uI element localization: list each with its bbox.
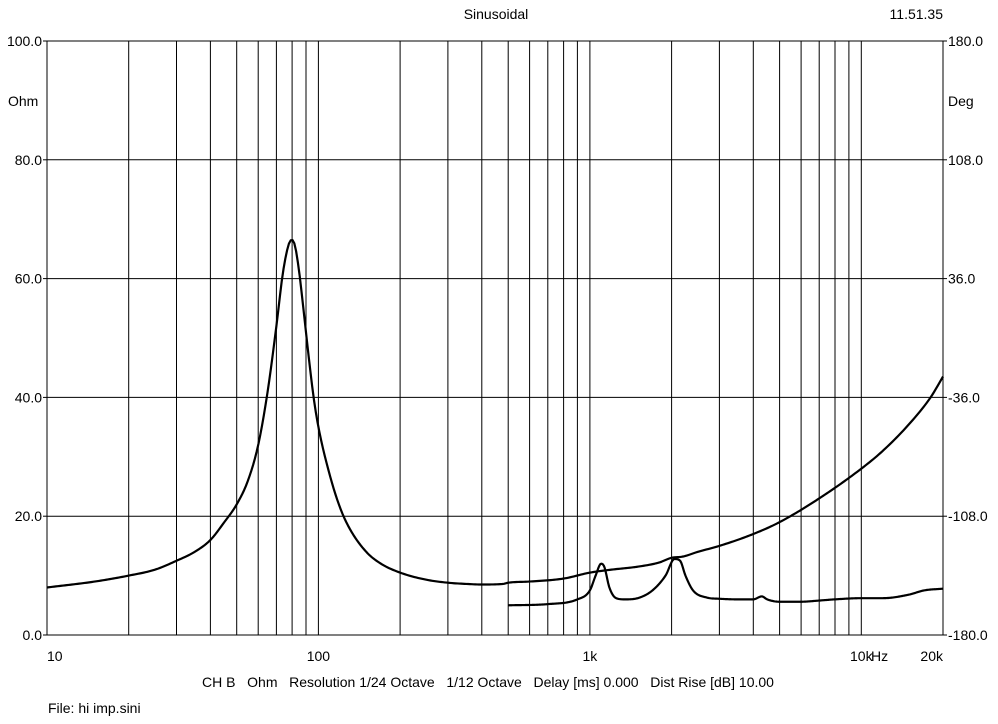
y2-tick-label: 180.0 xyxy=(948,33,983,49)
x-tick-label: 1k xyxy=(583,648,599,664)
x-axis-ticks: 10 100 1k 10k 20k xyxy=(47,648,944,664)
chart-title: Sinusoidal xyxy=(464,6,529,22)
y-tick-label: 20.0 xyxy=(15,508,42,524)
measurement-info: CH B Ohm Resolution 1/24 Octave 1/12 Oct… xyxy=(202,674,774,690)
y2-tick-label: -36.0 xyxy=(948,389,980,405)
file-name: File: hi imp.sini xyxy=(48,700,141,716)
x-tick-label: 100 xyxy=(307,648,331,664)
y-tick-label: 100.0 xyxy=(7,33,42,49)
y2-tick-label: 108.0 xyxy=(948,152,983,168)
x-tick-label: 10 xyxy=(47,648,63,664)
grid xyxy=(47,41,943,635)
x-tick-label: 20k xyxy=(920,648,944,664)
y-tick-label: 60.0 xyxy=(15,271,42,287)
y-tick-label: 40.0 xyxy=(15,389,42,405)
y2-tick-label: -108.0 xyxy=(948,508,988,524)
y-axis-unit: Ohm xyxy=(8,93,38,109)
y-tick-label: 0.0 xyxy=(23,627,43,643)
y2-tick-label: -180.0 xyxy=(948,627,988,643)
y-tick-label: 80.0 xyxy=(15,152,42,168)
y2-axis-unit: Deg xyxy=(948,93,974,109)
right-axis-ticks: -180.0 -108.0 -36.0 36.0 108.0 180.0 xyxy=(943,33,988,643)
x-axis-unit: Hz xyxy=(871,648,888,664)
left-axis-ticks: 0.0 20.0 40.0 60.0 80.0 100.0 xyxy=(7,33,47,643)
series-line-2 xyxy=(507,557,944,607)
series-group xyxy=(46,238,944,607)
plot-frame xyxy=(46,40,944,636)
y2-tick-label: 36.0 xyxy=(948,271,975,287)
x-tick-label: 10k xyxy=(850,648,874,664)
series-line-1 xyxy=(46,238,944,589)
timestamp: 11.51.35 xyxy=(890,6,944,22)
